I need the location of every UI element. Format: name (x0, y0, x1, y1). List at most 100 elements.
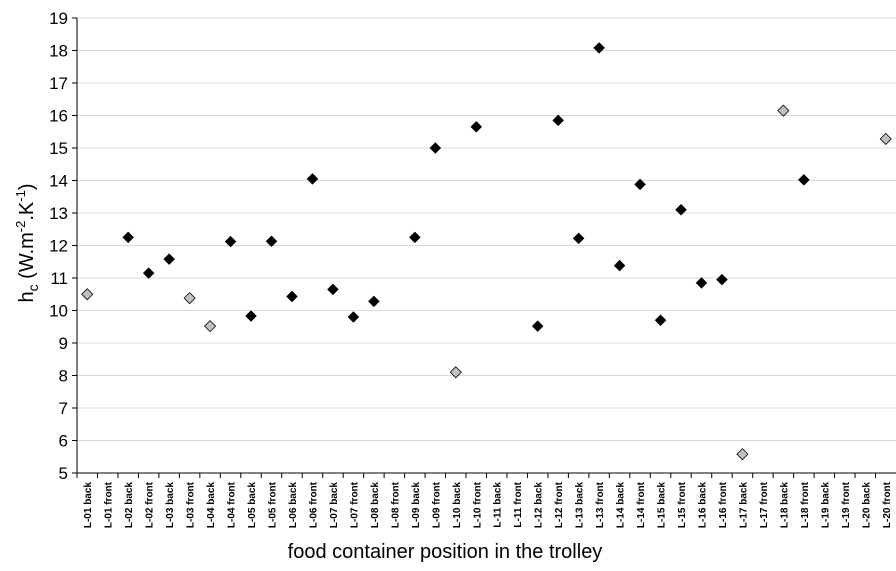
x-tick-label: L-07 front (349, 481, 360, 528)
x-tick-label: L-12 back (534, 482, 545, 529)
y-tick-label: 8 (59, 367, 68, 386)
y-tick-label: 16 (49, 107, 68, 126)
data-point (204, 320, 217, 333)
x-tick-label: L-05 front (268, 481, 279, 528)
x-tick-label: L-16 front (718, 481, 729, 528)
data-point (593, 42, 605, 54)
x-tick-label: L-16 back (697, 482, 708, 529)
x-tick-label: L-04 front (227, 481, 238, 528)
y-tick-label: 19 (49, 9, 68, 28)
y-axis-label-sub: c (25, 284, 41, 291)
data-point (572, 232, 585, 245)
data-points (81, 42, 892, 461)
x-tick-label: L-20 back (861, 482, 872, 529)
axes (72, 17, 896, 478)
x-axis-label: food container position in the trolley (288, 541, 603, 563)
x-tick-label: L-08 front (390, 481, 401, 528)
x-tick-label: L-03 front (186, 481, 197, 528)
data-point (224, 235, 237, 248)
x-tick-labels: L-01 back L-01 front L-02 back L-02 front L-… (83, 481, 893, 528)
y-axis-label-mid: .K (16, 201, 38, 221)
y-tick-label: 6 (59, 432, 68, 451)
data-point (163, 253, 175, 266)
data-point (183, 292, 196, 305)
x-tick-label: L-08 back (370, 482, 381, 529)
data-point (777, 104, 790, 117)
y-axis-label-sup1: -2 (13, 221, 28, 233)
y-tick-label: 13 (49, 204, 68, 223)
y-tick-label: 17 (49, 74, 68, 93)
y-tick-label: 11 (50, 269, 68, 288)
data-point (470, 121, 483, 133)
data-point (368, 295, 380, 308)
data-point (654, 314, 667, 327)
x-tick-label: L-15 back (657, 482, 668, 529)
x-tick-label: L-13 back (575, 482, 586, 529)
grid-lines (77, 17, 896, 441)
x-tick-label: L-01 front (104, 481, 115, 528)
x-tick-label: L-06 back (288, 482, 299, 529)
data-point (122, 231, 135, 244)
x-tick-label: L-17 front (759, 481, 770, 528)
x-tick-label: L-03 back (165, 482, 176, 529)
y-axis-label: hc (W.m-2.K-1) (13, 183, 41, 302)
data-point (634, 178, 646, 191)
x-tick-label: L-07 back (329, 482, 340, 529)
x-tick-label: L-02 front (145, 481, 156, 528)
data-point (245, 310, 257, 322)
x-tick-label: L-18 back (779, 482, 790, 529)
x-tick-label: L-06 front (308, 481, 319, 528)
data-point (879, 132, 892, 145)
x-tick-label: L-13 front (595, 481, 606, 528)
y-tick-label: 9 (59, 334, 68, 353)
y-axis-label-main: h (16, 291, 38, 302)
x-tick-label: L-11 front (513, 481, 524, 527)
y-axis-label-unit-prefix: (W.m (16, 232, 38, 284)
y-tick-label: 18 (49, 42, 68, 61)
data-point (429, 142, 442, 154)
y-tick-label: 5 (59, 464, 68, 483)
x-tick-label: L-17 back (738, 482, 749, 529)
y-axis-label-sup2: -1 (13, 190, 28, 202)
data-point (408, 231, 421, 244)
y-tick-label: 12 (49, 237, 68, 256)
x-tick-label: L-11 back (493, 482, 504, 528)
data-point (265, 235, 278, 248)
data-point (531, 320, 544, 332)
data-point (286, 290, 298, 303)
data-point (675, 203, 687, 216)
x-tick-label: L-12 front (554, 481, 565, 528)
x-tick-label: L-04 back (206, 482, 217, 529)
x-tick-label: L-05 back (247, 482, 258, 529)
y-tick-label: 10 (49, 302, 68, 321)
data-point (798, 173, 810, 186)
x-tick-label: L-14 front (636, 481, 647, 528)
y-axis-label-close: ) (16, 183, 38, 190)
x-tick-label: L-18 front (800, 481, 811, 528)
data-point (327, 283, 339, 296)
x-tick-label: L-14 back (616, 482, 627, 529)
x-tick-label: L-01 back (83, 482, 94, 529)
x-tick-label: L-09 front (431, 481, 442, 528)
x-tick-label: L-10 back (452, 482, 463, 529)
x-tick-label: L-20 front (882, 481, 893, 528)
y-tick-label: 7 (59, 399, 68, 418)
data-point (81, 288, 94, 301)
x-tick-label: L-19 back (820, 482, 831, 529)
data-point (552, 114, 565, 127)
y-tick-label: 14 (49, 172, 68, 191)
y-tick-labels: 5 6 7 8 9 10 11 12 13 14 15 16 17 18 19 (49, 9, 68, 483)
data-point (716, 273, 728, 286)
data-point (306, 173, 319, 185)
data-point (347, 311, 360, 323)
x-tick-label: L-10 front (472, 481, 483, 528)
data-point (613, 259, 626, 272)
data-point (142, 267, 155, 279)
data-point (449, 366, 462, 379)
x-tick-label: L-02 back (124, 482, 135, 529)
y-tick-label: 15 (49, 139, 68, 158)
data-point (736, 448, 749, 461)
data-point (695, 277, 708, 289)
x-tick-label: L-09 back (411, 482, 422, 529)
